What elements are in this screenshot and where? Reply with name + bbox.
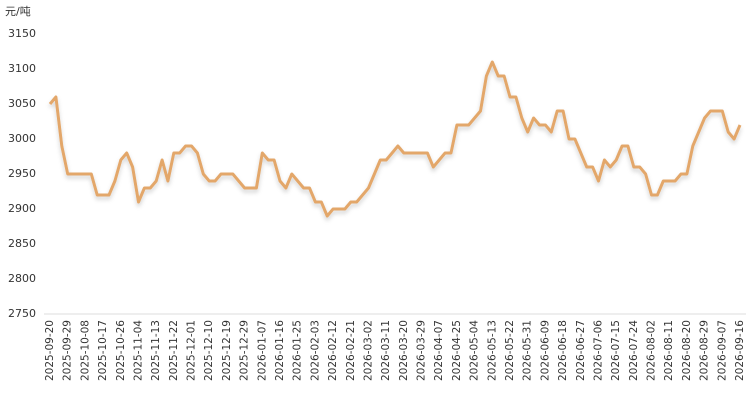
x-tick-label: 2026-08-02 — [646, 320, 658, 381]
series-line — [48, 60, 742, 218]
x-tick-label: 2026-08-29 — [699, 320, 711, 381]
y-tick-label: 2950 — [8, 167, 36, 180]
x-tick-label: 2026-05-22 — [504, 320, 516, 381]
x-tick-label: 2025-11-13 — [150, 320, 162, 381]
x-tick-label: 2026-03-29 — [416, 320, 428, 381]
x-tick-label: 2025-10-17 — [97, 320, 109, 381]
x-tick-label: 2026-08-11 — [663, 320, 675, 381]
x-tick-label: 2025-12-19 — [221, 320, 233, 381]
y-tick-label: 2750 — [8, 307, 36, 320]
x-tick-label: 2026-09-16 — [734, 320, 746, 381]
y-tick-label: 3050 — [8, 97, 36, 110]
x-tick-label: 2026-05-04 — [469, 320, 481, 381]
x-tick-label: 2026-07-06 — [592, 320, 604, 381]
y-tick-label: 2850 — [8, 237, 36, 250]
x-tick-label: 2026-03-20 — [398, 320, 410, 381]
x-tick-label: 2026-01-16 — [274, 320, 286, 381]
x-tick-label: 2025-10-26 — [115, 320, 127, 381]
x-tick-label: 2026-04-25 — [451, 320, 463, 381]
x-tick-label: 2025-11-22 — [168, 320, 180, 381]
x-tick-label: 2025-12-10 — [203, 320, 215, 381]
y-tick-label: 3100 — [8, 62, 36, 75]
x-tick-label: 2026-05-13 — [486, 320, 498, 381]
x-tick-label: 2026-02-03 — [309, 320, 321, 381]
x-tick-label: 2026-07-24 — [628, 320, 640, 381]
x-tick-label: 2026-07-15 — [610, 320, 622, 381]
x-tick-label: 2026-03-11 — [380, 320, 392, 381]
x-tick-label: 2026-02-12 — [327, 320, 339, 381]
y-tick-label: 2900 — [8, 202, 36, 215]
x-tick-label: 2026-03-02 — [362, 320, 374, 381]
x-tick-label: 2025-09-29 — [62, 320, 74, 381]
x-tick-label: 2026-06-09 — [539, 320, 551, 381]
y-tick-label: 3000 — [8, 132, 36, 145]
x-tick-label: 2026-06-27 — [575, 320, 587, 381]
x-tick-label: 2026-04-07 — [433, 320, 445, 381]
x-tick-label: 2025-11-04 — [132, 320, 144, 381]
x-tick-label: 2026-08-20 — [681, 320, 693, 381]
y-tick-label: 2800 — [8, 272, 36, 285]
x-tick-label: 2025-12-01 — [186, 320, 198, 381]
y-tick-label: 3150 — [8, 27, 36, 40]
x-tick-label: 2026-06-18 — [557, 320, 569, 381]
x-tick-label: 2026-09-07 — [716, 320, 728, 381]
x-tick-label: 2025-10-08 — [79, 320, 91, 381]
x-tick-label: 2026-01-07 — [256, 320, 268, 381]
x-tick-label: 2025-09-20 — [44, 320, 56, 381]
x-tick-label: 2025-12-29 — [239, 320, 251, 381]
x-tick-label: 2026-02-21 — [345, 320, 357, 381]
x-tick-label: 2026-01-25 — [292, 320, 304, 381]
x-tick-label: 2026-05-31 — [522, 320, 534, 381]
y-axis-unit: 元/吨 — [5, 5, 31, 18]
